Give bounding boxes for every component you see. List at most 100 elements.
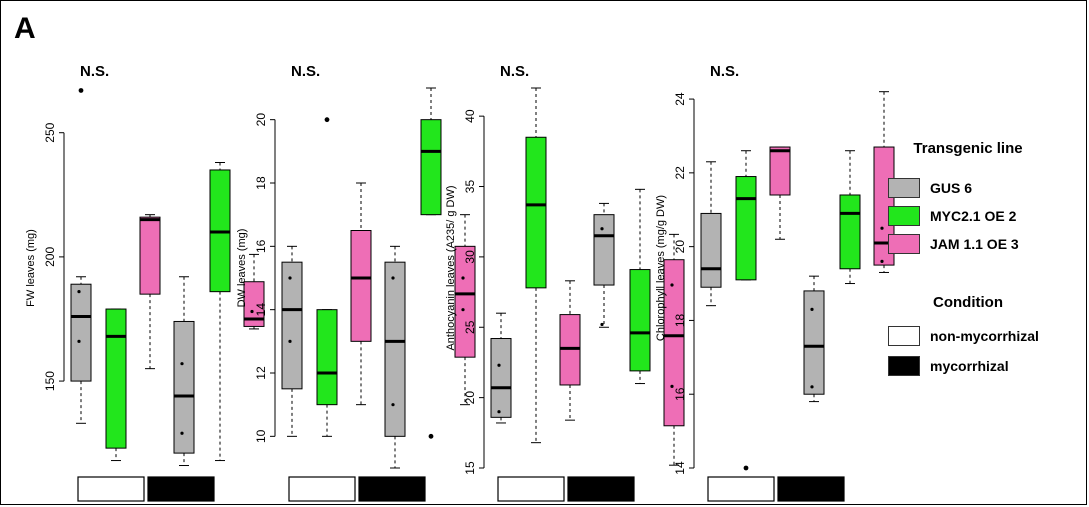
panel2-y-tick-label-1: 12: [254, 366, 268, 380]
legend-label-jam: JAM 1.1 OE 3: [930, 236, 1019, 252]
legend-swatch-mycorrhizal: [888, 356, 920, 376]
panel2-box-2-iqr: [316, 309, 338, 406]
legend-swatch-gus: [888, 178, 920, 198]
panel2-y-tick-label-3: 16: [254, 239, 268, 253]
panel4-y-tick-label-2: 18: [673, 313, 687, 327]
panel3-y-tick-label-5: 40: [463, 109, 477, 123]
panel3-box-4-point-2: [600, 227, 604, 231]
panel3-box-6-point-1: [670, 384, 674, 388]
panel1-box-4-point-2: [180, 362, 184, 366]
panel2-box-6-iqr: [454, 245, 476, 358]
panel1-box-4-iqr: [173, 320, 195, 454]
panel2-condition-bar-mycorrhizal: [358, 476, 426, 502]
panel2-box-6-point-1: [461, 308, 465, 312]
panel4-condition-bar-non-mycorrhizal: [707, 476, 775, 502]
panel3-box-1-point-2: [497, 363, 501, 367]
panel3-box-4-point-1: [600, 322, 604, 327]
panel2-y-tick-label-5: 20: [254, 113, 268, 127]
panel2-box-5-iqr: [420, 119, 442, 216]
legend-item-non-mycorrhizal: non-mycorrhizal: [888, 326, 1039, 346]
panel2-box-2-outlier-1: [324, 117, 330, 123]
panel3-box-5-iqr: [629, 269, 651, 372]
panel1-box-3-iqr: [139, 216, 161, 295]
panel1-box-4-point-1: [180, 431, 184, 435]
panel1-y-axis-label: FW leaves (mg): [25, 229, 37, 307]
panel4-y-tick-label-4: 22: [673, 166, 687, 180]
panel4-box-1-iqr: [700, 212, 722, 288]
panel2-y-tick-label-0: 10: [254, 429, 268, 443]
panel3-condition-bar-non-mycorrhizal: [497, 476, 565, 502]
panel2-box-5-outlier-1: [428, 433, 434, 439]
panel3-annotation: N.S.: [500, 63, 529, 80]
panel4-y-tick-label-3: 20: [673, 240, 687, 254]
panel4-y-tick-label-1: 16: [673, 387, 687, 401]
panel1-y-tick-label-0: 150: [43, 371, 57, 391]
panel3-y-tick-label-1: 20: [463, 391, 477, 405]
panel1-box-2-iqr: [105, 308, 127, 449]
panel2-y-tick-label-2: 14: [254, 303, 268, 317]
panel4-box-4-point-2: [810, 307, 814, 311]
panel2-box-1-point-2: [288, 276, 292, 280]
panel2-box-4-point-2: [391, 276, 395, 280]
panel3-y-tick-label-3: 30: [463, 250, 477, 264]
panel1-box-1-point-1: [77, 339, 81, 343]
panel1-box-1-outlier-1: [78, 88, 84, 93]
panel4-y-tick-label-0: 14: [673, 461, 687, 475]
legend-label-gus: GUS 6: [930, 180, 973, 196]
panel1-box-1-point-2: [77, 290, 81, 294]
panel1-condition-bar-non-mycorrhizal: [77, 476, 145, 502]
panel4-y-tick-label-5: 24: [673, 92, 687, 106]
panel2-box-1-point-1: [288, 339, 292, 343]
legend-item-myc: MYC2.1 OE 2: [888, 206, 1016, 226]
panel3-box-1-point-1: [497, 410, 501, 414]
panel3-box-2-iqr: [525, 136, 547, 289]
panel1-y-tick-label-1: 200: [43, 247, 57, 267]
panel2-annotation: N.S.: [291, 63, 320, 80]
panel3-box-6-point-2: [670, 283, 674, 287]
panel3-y-tick-label-0: 15: [463, 461, 477, 475]
panel4-box-5-iqr: [839, 194, 861, 270]
panel3-box-4-iqr: [593, 214, 615, 286]
panel3-y-tick-label-2: 25: [463, 320, 477, 334]
panel3-box-6-iqr: [663, 259, 685, 427]
panel2-box-6-point-2: [461, 276, 465, 280]
panel3-condition-bar-mycorrhizal: [567, 476, 635, 502]
legend-label-mycorrhizal: mycorrhizal: [930, 358, 1009, 374]
panel1-annotation: N.S.: [80, 63, 109, 80]
panel2-box-3-iqr: [350, 230, 372, 342]
panel4-box-2-iqr: [735, 176, 757, 281]
legend-swatch-myc: [888, 206, 920, 226]
panel4-box-6-point-1: [880, 259, 884, 263]
panel1-y-tick-label-2: 250: [43, 122, 57, 142]
legend-swatch-jam: [888, 234, 920, 254]
panel4-annotation: N.S.: [710, 63, 739, 80]
panel4-box-4-point-1: [810, 385, 814, 389]
panel4-box-2-outlier-1: [743, 465, 749, 471]
legend-swatch-non-mycorrhizal: [888, 326, 920, 346]
panel4-box-4-iqr: [803, 290, 825, 395]
panel2-box-4-iqr: [384, 261, 406, 437]
panel-label: A: [14, 12, 36, 45]
panel1-box-6-point-1: [250, 309, 254, 314]
legend-item-jam: JAM 1.1 OE 3: [888, 234, 1019, 254]
panel1-box-6-iqr: [243, 281, 265, 327]
legend-item-mycorrhizal: mycorrhizal: [888, 356, 1009, 376]
legend-label-non-mycorrhizal: non-mycorrhizal: [930, 328, 1039, 344]
panel4-condition-bar-mycorrhizal: [777, 476, 845, 502]
legend-title-transgenic-line: Transgenic line: [913, 140, 1023, 157]
panel4-box-3-iqr: [769, 146, 791, 196]
panel3-box-1-iqr: [490, 338, 512, 418]
panel2-box-1-iqr: [281, 261, 303, 390]
panel1-box-1-iqr: [70, 283, 92, 382]
panel3-y-tick-label-4: 35: [463, 180, 477, 194]
panel2-y-tick-label-4: 18: [254, 176, 268, 190]
legend-item-gus: GUS 6: [888, 178, 972, 198]
panel4-y-axis-label: Chlorophyll leaves (mg/g DW): [655, 195, 667, 341]
panel2-condition-bar-non-mycorrhizal: [288, 476, 356, 502]
panel2-y-axis-label: DW leaves (mg): [236, 229, 248, 308]
panel2-box-4-point-1: [391, 403, 395, 407]
panel3-y-axis-label: Anthocyanin leaves (A235/ g DW): [445, 185, 457, 350]
panel4-box-6-point-2: [880, 226, 884, 230]
